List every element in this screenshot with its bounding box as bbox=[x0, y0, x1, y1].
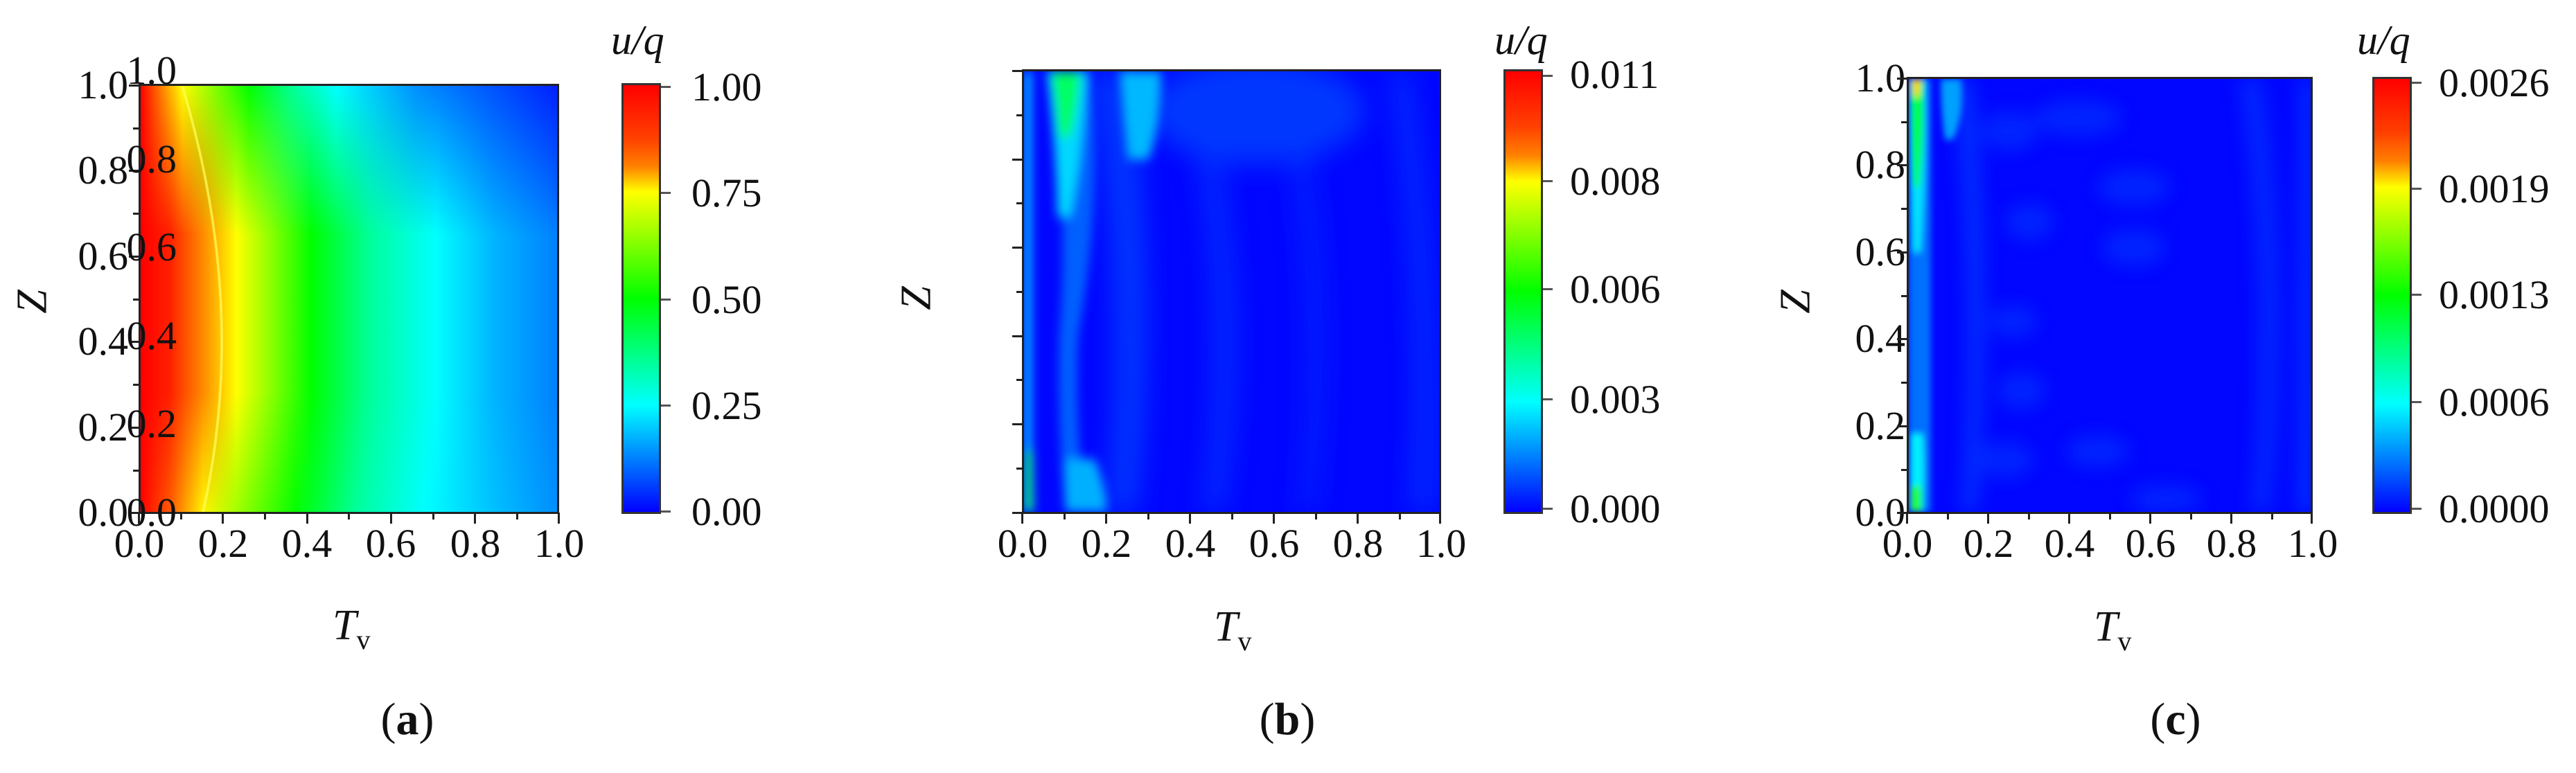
y-tick-label: 1.0 bbox=[78, 62, 129, 107]
y-tick-label: 0.8 bbox=[126, 136, 177, 181]
x-tick-label: 0.0 bbox=[1882, 521, 1933, 566]
colorbar-gradient bbox=[2374, 79, 2410, 512]
y-tick-label: 1.0 bbox=[126, 48, 177, 93]
heatmap-plot-c bbox=[1907, 77, 2313, 514]
colorbar-tick-label: 0.0026 bbox=[2439, 60, 2550, 105]
y-tick-label: 0.4 bbox=[126, 313, 177, 358]
y-tick-label: 0.4 bbox=[78, 319, 129, 364]
x-tick-label: 0.2 bbox=[197, 521, 249, 566]
x-tick-label: 0.6 bbox=[365, 521, 416, 566]
colorbar-tick-label: 0.00 bbox=[691, 489, 762, 534]
colorbar-a bbox=[621, 83, 661, 514]
colorbar-gradient bbox=[624, 85, 659, 512]
y-tick-label: 0.6 bbox=[126, 224, 177, 269]
y-tick-label: 0.8 bbox=[78, 148, 129, 193]
heatmap-plot-a bbox=[139, 84, 559, 514]
heatmap-plot-b bbox=[1022, 69, 1441, 514]
x-tick-label: 0.6 bbox=[2125, 521, 2176, 566]
x-tick-label: 1.0 bbox=[2287, 521, 2338, 566]
panel-a: Z 1.0 0.8 0.6 0.4 0.2 0.0 bbox=[0, 0, 859, 773]
colorbar-title: u/q bbox=[1494, 17, 1548, 63]
colorbar-tick-label: 0.0013 bbox=[2439, 272, 2550, 317]
x-tick-label: 0.2 bbox=[1963, 521, 2014, 566]
x-tick-label: 0.8 bbox=[1332, 521, 1384, 566]
x-tick-label: 0.4 bbox=[281, 521, 333, 566]
x-tick-label: 0.4 bbox=[2044, 521, 2095, 566]
x-tick-label: 0.0 bbox=[997, 521, 1048, 566]
colorbar-tick-label: 0.75 bbox=[691, 170, 762, 215]
colorbar-tick-label: 0.25 bbox=[691, 383, 762, 428]
x-tick-label: 1.0 bbox=[533, 521, 585, 566]
colorbar-tick-label: 0.0019 bbox=[2439, 166, 2550, 211]
x-tick-label: 0.8 bbox=[450, 521, 501, 566]
colorbar-title: u/q bbox=[2357, 17, 2410, 63]
colorbar-tick-label: 0.008 bbox=[1570, 159, 1661, 204]
x-axis-label: Tv bbox=[333, 602, 371, 655]
y-tick-label: 0.0 bbox=[1855, 490, 1906, 535]
x-tick-label: 0.4 bbox=[1165, 521, 1216, 566]
colorbar-gradient bbox=[1506, 71, 1541, 512]
x-tick-label: 0.6 bbox=[1249, 521, 1300, 566]
colorbar-tick-label: 0.0000 bbox=[2439, 486, 2550, 531]
colorbar-tick-label: 1.00 bbox=[691, 64, 762, 109]
y-tick-label: 0.6 bbox=[78, 233, 129, 278]
y-tick-label: 1.0 bbox=[1855, 55, 1906, 100]
x-tick-label: 0.8 bbox=[2206, 521, 2257, 566]
colorbar-tick-label: 0.011 bbox=[1570, 52, 1659, 97]
x-tick-label: 0.2 bbox=[1081, 521, 1132, 566]
y-axis-label: Z bbox=[1772, 290, 1819, 314]
colorbar-tick-label: 0.000 bbox=[1570, 486, 1661, 531]
heatmap-b-graphic bbox=[1024, 71, 1439, 512]
colorbar-tick-label: 0.006 bbox=[1570, 267, 1661, 312]
panel-caption-b: (b) bbox=[1259, 694, 1316, 745]
x-axis-label: Tv bbox=[1214, 603, 1252, 657]
heatmap-a-graphic bbox=[141, 86, 557, 512]
x-tick-label: 0.0 bbox=[114, 521, 165, 566]
colorbar-title: u/q bbox=[611, 17, 664, 63]
colorbar-tick-label: 0.003 bbox=[1570, 377, 1661, 422]
y-tick-label: 0.8 bbox=[1855, 142, 1906, 187]
colorbar-c bbox=[2372, 77, 2412, 514]
colorbar-b bbox=[1503, 69, 1543, 514]
y-tick-label: 0.2 bbox=[78, 405, 129, 450]
x-axis-label: Tv bbox=[2094, 603, 2132, 657]
panel-caption-a: (a) bbox=[380, 694, 434, 745]
y-tick-label: 0.2 bbox=[1855, 403, 1906, 448]
panel-caption-c: (c) bbox=[2150, 694, 2201, 745]
colorbar-tick-label: 0.50 bbox=[691, 277, 762, 322]
panel-b: Z 1.0 0.8 0.6 0.4 0.2 0.0 bbox=[126, 17, 1661, 745]
colorbar-tick-label: 0.0006 bbox=[2439, 380, 2550, 425]
y-tick-label: 0.2 bbox=[126, 401, 177, 446]
heatmap-c-graphic bbox=[1909, 79, 2311, 512]
x-tick-label: 1.0 bbox=[1415, 521, 1467, 566]
y-tick-label: 0.6 bbox=[1855, 229, 1906, 274]
y-tick-label: 0.0 bbox=[126, 490, 177, 535]
y-tick-label: 0.0 bbox=[78, 490, 129, 535]
y-tick-label: 0.4 bbox=[1855, 316, 1906, 361]
